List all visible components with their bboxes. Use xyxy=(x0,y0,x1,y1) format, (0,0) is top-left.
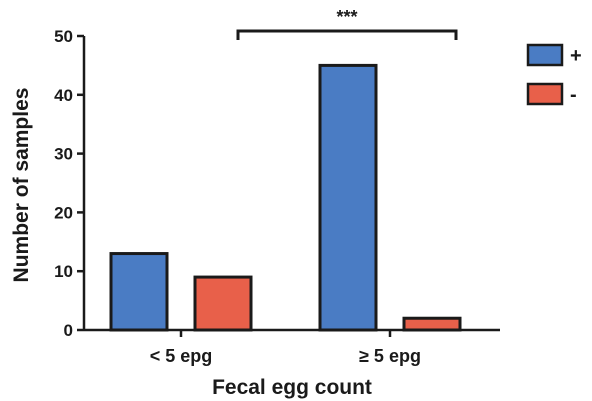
legend-swatch-plus xyxy=(526,43,564,67)
x-axis-title: Fecal egg count xyxy=(212,376,372,399)
y-tick-label: 0 xyxy=(64,321,73,340)
bar-plus-0 xyxy=(109,252,169,332)
bar-minus-1 xyxy=(402,316,462,332)
bar-plus-1 xyxy=(318,63,378,332)
x-tick-label: ≥ 5 epg xyxy=(359,346,421,366)
x-tick-label: < 5 epg xyxy=(150,346,213,366)
significance-bracket xyxy=(236,29,458,40)
y-tick-label: 40 xyxy=(54,86,73,105)
legend-label-plus: + xyxy=(570,45,582,67)
y-tick-label: 30 xyxy=(54,145,73,164)
y-tick-label: 20 xyxy=(54,203,73,222)
x-tick-labels-group: < 5 epg ≥ 5 epg xyxy=(150,330,421,366)
legend: +- xyxy=(526,43,582,106)
bar-minus-0 xyxy=(193,275,253,332)
y-axis-title: Number of samples xyxy=(10,88,33,283)
legend-label-minus: - xyxy=(570,84,577,106)
bars-group xyxy=(109,63,462,332)
legend-swatch-minus xyxy=(526,82,564,106)
y-tick-label: 50 xyxy=(54,27,73,46)
y-ticks-group: 0 10 20 30 40 50 xyxy=(54,27,84,340)
significance-stars: *** xyxy=(336,7,357,27)
y-tick-label: 10 xyxy=(54,262,73,281)
significance-annotation: *** xyxy=(236,7,458,40)
